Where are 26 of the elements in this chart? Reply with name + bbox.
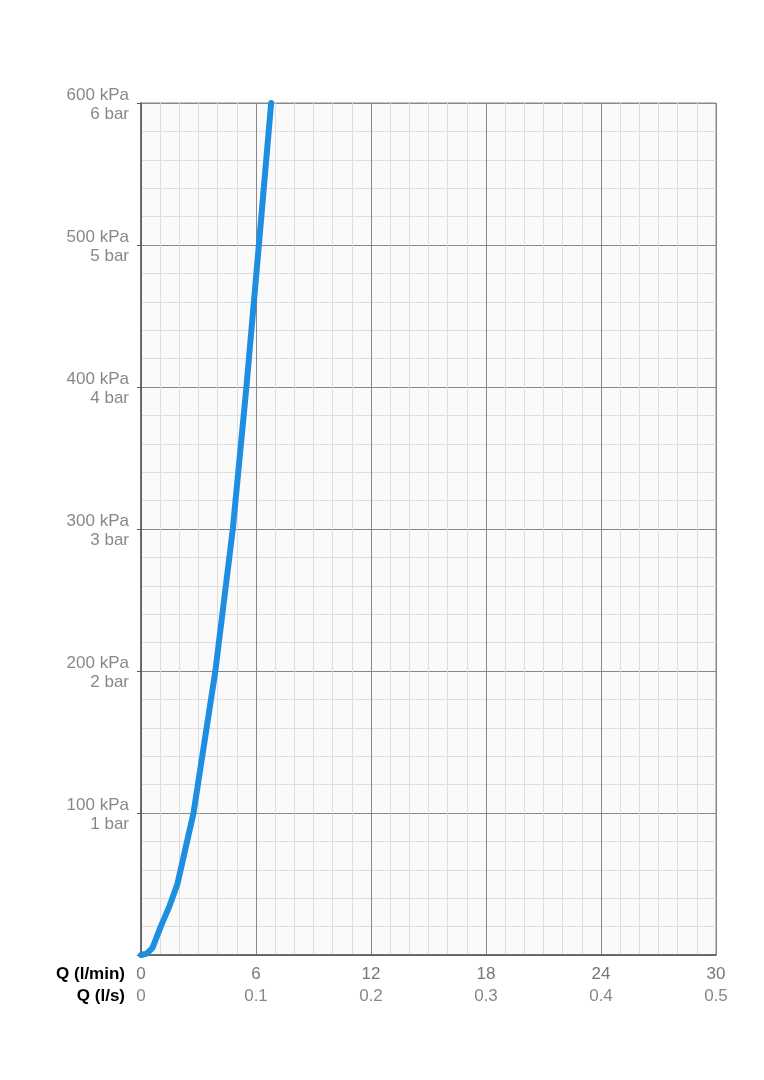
y-tick-label: 600 kPa [66, 85, 130, 104]
x-tick-label: 24 [591, 964, 611, 983]
x-tick-label: 30 [706, 964, 726, 983]
x-tick-label: 12 [361, 964, 381, 983]
x2-tick-label: 0.3 [474, 986, 498, 1005]
y2-tick-label: 2 bar [90, 672, 130, 691]
y2-tick-label: 5 bar [90, 246, 130, 265]
y-tick-label: 200 kPa [66, 653, 130, 672]
x-tick-label: 18 [476, 964, 496, 983]
y-tick-label: 400 kPa [66, 369, 130, 388]
y2-tick-label: 4 bar [90, 388, 130, 407]
x2-tick-label: 0.5 [704, 986, 728, 1005]
x-tick-label: 0 [136, 964, 146, 983]
x2-tick-label: 0.2 [359, 986, 383, 1005]
y2-tick-label: 6 bar [90, 104, 130, 123]
y2-tick-label: 1 bar [90, 814, 130, 833]
x2-tick-label: 0 [136, 986, 146, 1005]
y-tick-label: 500 kPa [66, 227, 130, 246]
y2-tick-label: 3 bar [90, 530, 130, 549]
x2-tick-label: 0.1 [244, 986, 268, 1005]
x-axis-title: Q (l/min) [56, 964, 125, 983]
x-tick-label: 6 [251, 964, 261, 983]
x2-axis-title: Q (l/s) [76, 986, 125, 1005]
y-tick-label: 100 kPa [66, 795, 130, 814]
x2-tick-label: 0.4 [589, 986, 613, 1005]
y-tick-label: 300 kPa [66, 511, 130, 530]
